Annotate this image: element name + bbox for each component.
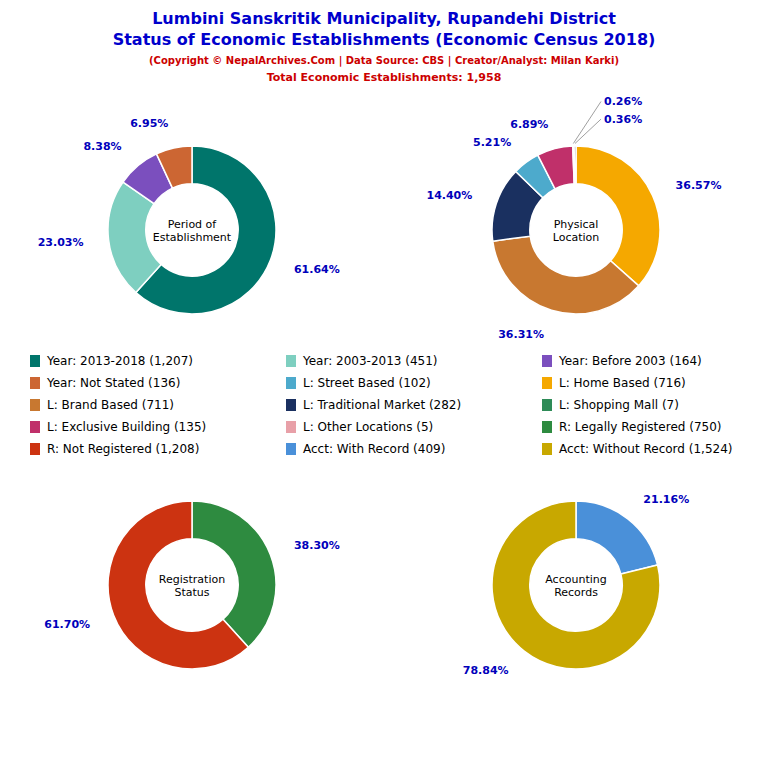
donut: RegistrationStatus 38.30% 61.70% bbox=[44, 501, 339, 669]
chart: Lumbini Sanskritik Municipality, Rupande… bbox=[0, 0, 768, 768]
donut-title-line: Location bbox=[553, 231, 600, 244]
donut-title: Period ofEstablishment bbox=[153, 218, 232, 244]
legend-swatch bbox=[286, 399, 296, 411]
data-label: 38.30% bbox=[294, 539, 340, 552]
data-label: 14.40% bbox=[426, 189, 472, 202]
slice bbox=[576, 501, 658, 574]
data-label: 6.89% bbox=[510, 118, 548, 131]
legend-swatch bbox=[286, 443, 296, 455]
donut-title-line: Accounting bbox=[545, 573, 606, 586]
donut-title-line: Status bbox=[174, 586, 209, 599]
donut-title-line: Period of bbox=[168, 218, 218, 231]
legend-swatch bbox=[542, 377, 552, 389]
legend-label: R: Legally Registered (750) bbox=[559, 420, 721, 434]
annotation: Total Economic Establishments: 1,958 bbox=[267, 71, 502, 84]
donut-title: AccountingRecords bbox=[545, 573, 606, 599]
legend-swatch bbox=[30, 443, 40, 455]
donut-title: RegistrationStatus bbox=[159, 573, 225, 599]
data-label: 0.36% bbox=[604, 113, 642, 126]
donut-title: PhysicalLocation bbox=[553, 218, 600, 244]
legend-label: L: Brand Based (711) bbox=[47, 398, 174, 412]
legend-label: L: Other Locations (5) bbox=[303, 420, 433, 434]
leader-line bbox=[573, 101, 601, 143]
legend-label: L: Traditional Market (282) bbox=[303, 398, 461, 412]
legend-swatch bbox=[542, 399, 552, 411]
donut-title-line: Physical bbox=[554, 218, 599, 231]
legend-swatch bbox=[30, 421, 40, 433]
subtitle: (Copyright © NepalArchives.Com | Data So… bbox=[149, 55, 619, 67]
slice bbox=[156, 146, 192, 188]
background bbox=[0, 0, 768, 768]
legend-label: Year: Not Stated (136) bbox=[46, 376, 180, 390]
slice bbox=[493, 236, 639, 314]
slice bbox=[538, 146, 574, 189]
data-label: 8.38% bbox=[83, 140, 121, 153]
data-label: 6.95% bbox=[130, 117, 168, 130]
title: Lumbini Sanskritik Municipality, Rupande… bbox=[152, 9, 616, 28]
donut: PhysicalLocation 36.57% 36.31% 14.40% 5.21% 6… bbox=[426, 95, 721, 341]
legend-label: Year: 2013-2018 (1,207) bbox=[46, 354, 193, 368]
legend-label: R: Not Registered (1,208) bbox=[47, 442, 199, 456]
title: Status of Economic Establishments (Econo… bbox=[113, 30, 656, 49]
data-label: 78.84% bbox=[463, 664, 509, 677]
legend-swatch bbox=[30, 355, 40, 367]
legend-label: Acct: Without Record (1,524) bbox=[559, 442, 732, 456]
legend-swatch bbox=[542, 421, 552, 433]
donut: AccountingRecords 21.16% 78.84% bbox=[463, 493, 689, 678]
slice bbox=[574, 146, 576, 184]
legend-swatch bbox=[286, 421, 296, 433]
legend-label: L: Exclusive Building (135) bbox=[47, 420, 206, 434]
slice bbox=[108, 501, 248, 669]
data-label: 61.64% bbox=[294, 263, 340, 276]
donut-title-line: Establishment bbox=[153, 231, 232, 244]
legend-label: Year: Before 2003 (164) bbox=[558, 354, 702, 368]
donut: Period ofEstablishment 61.64% 23.03% 8.38% 6… bbox=[38, 117, 340, 314]
legend-label: L: Shopping Mall (7) bbox=[559, 398, 679, 412]
legend-label: Year: 2003-2013 (451) bbox=[302, 354, 438, 368]
slice bbox=[492, 501, 660, 669]
legend-swatch bbox=[286, 355, 296, 367]
legend-swatch bbox=[542, 443, 552, 455]
legend-swatch bbox=[542, 355, 552, 367]
data-label: 0.26% bbox=[604, 95, 642, 108]
data-label: 36.31% bbox=[498, 328, 544, 341]
donut-title-line: Registration bbox=[159, 573, 225, 586]
data-label: 21.16% bbox=[643, 493, 689, 506]
legend-label: Acct: With Record (409) bbox=[303, 442, 445, 456]
data-label: 36.57% bbox=[676, 179, 722, 192]
leader-line bbox=[575, 119, 601, 143]
data-label: 23.03% bbox=[38, 236, 84, 249]
donut-title-line: Records bbox=[554, 586, 598, 599]
data-label: 5.21% bbox=[473, 136, 511, 149]
legend-label: L: Street Based (102) bbox=[303, 376, 431, 390]
slice bbox=[576, 146, 660, 286]
legend-label: L: Home Based (716) bbox=[559, 376, 686, 390]
legend: Year: 2013-2018 (1,207) Year: 2003-2013 (… bbox=[30, 354, 732, 456]
legend-swatch bbox=[286, 377, 296, 389]
legend-swatch bbox=[30, 399, 40, 411]
data-label: 61.70% bbox=[44, 618, 90, 631]
legend-swatch bbox=[30, 377, 40, 389]
